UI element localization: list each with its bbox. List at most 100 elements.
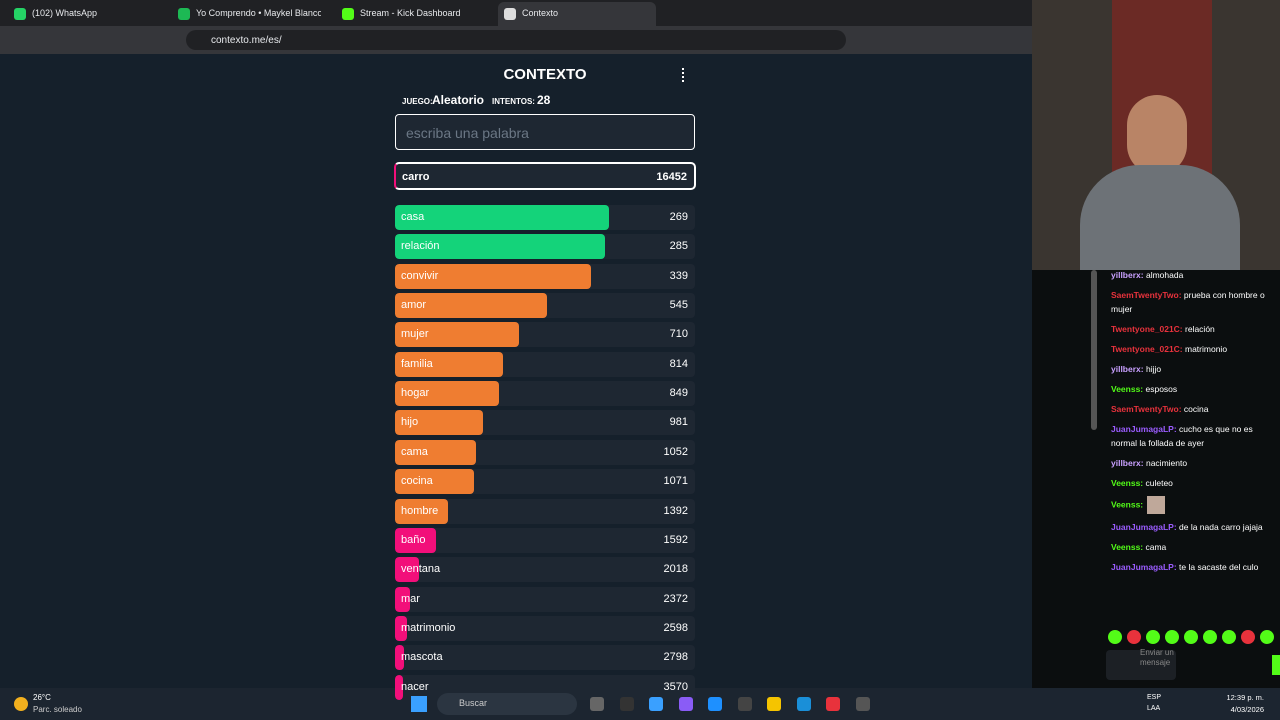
guess-bar <box>395 557 420 583</box>
weather: Parc. soleado <box>33 705 82 714</box>
chat-user[interactable]: Twentyone_021C: <box>1111 324 1183 334</box>
emote[interactable] <box>1108 630 1122 644</box>
chat-user[interactable]: Twentyone_021C: <box>1111 344 1183 354</box>
chat-text: cucho es que no es normal la follada de … <box>1111 424 1253 448</box>
chat-user[interactable]: yillberx: <box>1111 364 1144 374</box>
taskbar-app[interactable] <box>649 697 663 711</box>
guess-word: ventana <box>401 563 441 576</box>
guess-row: relación 285 <box>395 234 695 260</box>
tab[interactable]: Contexto <box>498 2 656 26</box>
taskbar-app[interactable] <box>767 697 781 711</box>
chat-user[interactable]: JuanJumagaLP: <box>1111 562 1177 572</box>
guess-rank: 269 <box>669 211 688 223</box>
guess-bar <box>395 498 448 524</box>
chat-text: hijjo <box>1143 364 1162 374</box>
chat-message: yillberx: almohada <box>1111 268 1271 282</box>
chat-user[interactable]: yillberx: <box>1111 270 1144 280</box>
taskbar-app[interactable] <box>708 697 722 711</box>
tab-title: Yo Comprendo • Maykel Blanco Y <box>196 8 321 18</box>
taskbar-app[interactable] <box>678 697 693 711</box>
guess-word: relación <box>401 240 440 253</box>
search-box[interactable]: Buscar <box>437 693 577 715</box>
guess-word: baño <box>401 533 426 546</box>
chat-user[interactable]: SaemTwentyTwo: <box>1111 404 1182 414</box>
guess-bar <box>395 263 592 289</box>
chat-message: yillberx: hijjo <box>1111 362 1271 376</box>
lang: ESP <box>1147 694 1162 701</box>
guess-word: mar <box>401 592 420 605</box>
guess-rank: 2598 <box>663 621 688 634</box>
taskbar-app[interactable] <box>826 697 840 711</box>
guess-bar <box>395 674 403 700</box>
chat-message: Twentyone_021C: matrimonio <box>1111 342 1271 356</box>
chat-user[interactable]: JuanJumagaLP: <box>1111 424 1177 434</box>
chat-text: esposos <box>1143 384 1178 394</box>
guess-row: cocina 1071 <box>395 469 695 495</box>
chat-user[interactable]: Veenss: <box>1111 384 1144 394</box>
tab[interactable]: Yo Comprendo • Maykel Blanco Y <box>172 2 330 26</box>
guess-bar <box>395 381 499 407</box>
chat-user[interactable]: JuanJumagaLP: <box>1111 522 1177 532</box>
emote[interactable] <box>1260 630 1274 644</box>
tab-title: (102) WhatsApp <box>32 8 98 18</box>
windows-button[interactable] <box>411 696 427 712</box>
guess-row: ventana 2018 <box>395 557 695 583</box>
tab[interactable]: Stream - Kick Dashboard <box>336 2 494 26</box>
chat-input-placeholder: Enviar un mensaje <box>1140 648 1174 667</box>
word-input[interactable]: escriba una palabra <box>395 114 695 150</box>
guess-word: cocina <box>401 475 433 488</box>
chat-message: SaemTwentyTwo: cocina <box>1111 402 1271 416</box>
taskbar-app[interactable] <box>855 697 870 711</box>
chat-text: cama <box>1143 542 1167 552</box>
guess-word: convivir <box>401 269 439 282</box>
tab-icon <box>14 8 26 20</box>
chat-user[interactable]: yillberx: <box>1111 458 1144 468</box>
chat-text: matrimonio <box>1182 344 1228 354</box>
guess-word: hijo <box>401 416 419 429</box>
chat-user[interactable]: SaemTwentyTwo: <box>1111 290 1182 300</box>
chat-input[interactable]: Enviar un mensaje <box>1106 648 1176 680</box>
guess-word: amor <box>401 299 427 312</box>
current-word: carro <box>402 171 430 183</box>
guess-bar <box>395 351 504 377</box>
guess-word: mujer <box>401 328 429 341</box>
taskbar-app[interactable] <box>619 697 634 711</box>
guess-row: matrimonio 2598 <box>395 615 695 641</box>
tab[interactable]: (102) WhatsApp <box>8 2 166 26</box>
emote[interactable] <box>1146 630 1160 644</box>
guess-rank: 2372 <box>663 592 688 605</box>
tab-icon <box>504 8 516 20</box>
chat-text: almohada <box>1143 270 1184 280</box>
attempts-label: INTENTOS: <box>492 97 535 106</box>
emote[interactable] <box>1241 630 1255 644</box>
emote[interactable] <box>1127 630 1141 644</box>
emote[interactable] <box>1222 630 1236 644</box>
current-rank: 16452 <box>656 171 687 183</box>
guess-word: familia <box>401 357 433 370</box>
date: 4/03/2026 <box>1230 705 1264 714</box>
chat-user[interactable]: Veenss: <box>1111 499 1144 510</box>
taskbar-app[interactable] <box>590 697 604 711</box>
address-bar[interactable] <box>186 30 846 50</box>
guess-rank: 849 <box>669 387 688 400</box>
menu-button[interactable] <box>682 68 686 82</box>
chat-user[interactable]: Veenss: <box>1111 478 1144 488</box>
guess-word: hombre <box>401 504 439 517</box>
guess-bar <box>395 410 484 436</box>
chat-text: de la nada carro jajaja <box>1176 522 1263 532</box>
chat-user[interactable]: Veenss: <box>1111 542 1144 552</box>
emote[interactable] <box>1203 630 1217 644</box>
guess-row: familia 814 <box>395 351 695 377</box>
emote[interactable] <box>1165 630 1179 644</box>
guess-rank: 2018 <box>663 563 688 576</box>
page-scrollbar <box>1091 270 1097 430</box>
weather-icon <box>14 697 28 711</box>
chat-send[interactable] <box>1272 655 1280 675</box>
taskbar-app[interactable] <box>796 697 811 711</box>
emote[interactable] <box>1184 630 1198 644</box>
guess-row: hombre 1392 <box>395 498 695 524</box>
guess-bar <box>395 293 547 319</box>
guess-bar <box>395 586 411 612</box>
taskbar-app[interactable] <box>737 697 752 711</box>
chat-message: JuanJumagaLP: de la nada carro jajaja <box>1111 520 1271 534</box>
